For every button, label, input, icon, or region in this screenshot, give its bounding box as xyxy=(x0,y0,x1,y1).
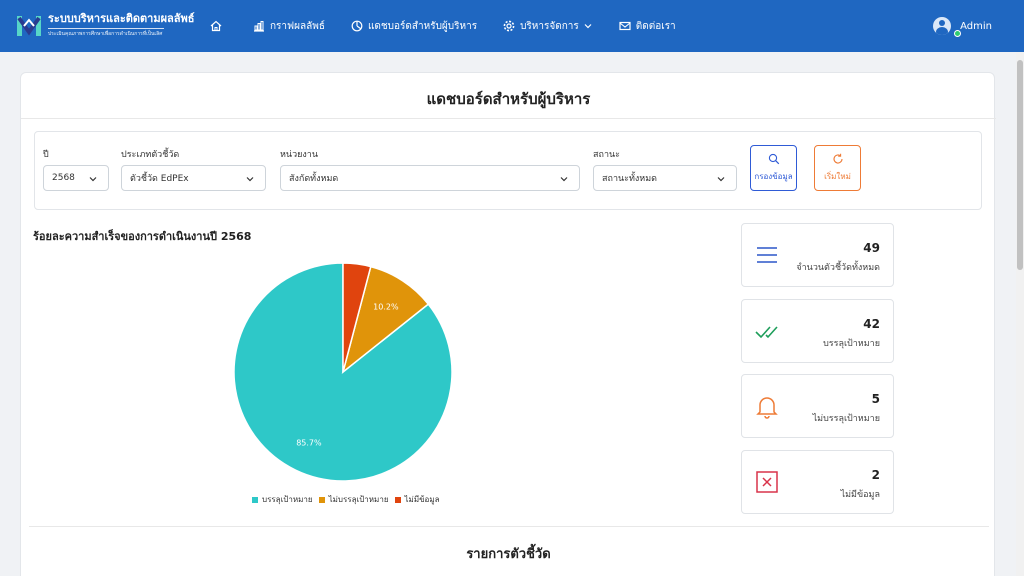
stat-no-data-value: 2 xyxy=(871,468,880,482)
list-icon xyxy=(757,247,777,263)
nav-executive-dashboard-label: แดชบอร์ดสำหรับผู้บริหาร xyxy=(367,20,478,32)
online-status-dot xyxy=(954,30,961,37)
filter-reset-button[interactable]: เริ่มใหม่ xyxy=(814,145,861,191)
chevron-down-icon xyxy=(560,177,568,182)
search-icon xyxy=(768,153,779,165)
dashboard-card: แดชบอร์ดสำหรับผู้บริหาร ปี 2568 ประเภทตั… xyxy=(20,72,996,576)
nav-result-graph[interactable]: กราฟผลลัพธ์ xyxy=(253,19,325,34)
pie-chart-icon xyxy=(351,20,363,32)
brand-title: ระบบบริหารและติดตามผลลัพธ์ xyxy=(48,12,195,25)
stat-card-achieved: 42 บรรลุเป้าหมาย xyxy=(741,299,894,363)
nav-contact-label: ติดต่อเรา xyxy=(635,20,676,32)
avatar xyxy=(933,17,952,35)
stat-card-total: 49 จำนวนตัวชี้วัดทั้งหมด xyxy=(741,223,894,287)
stat-not-achieved-label: ไม่บรรลุเป้าหมาย xyxy=(812,414,880,424)
year-label: ปี xyxy=(43,150,49,160)
stat-card-no-data: 2 ไม่มีข้อมูล xyxy=(741,450,894,514)
stat-achieved-label: บรรลุเป้าหมาย xyxy=(823,339,880,349)
chart-title: ร้อยละความสำเร็จของการดำเนินงานปี 2568 xyxy=(33,230,252,243)
unit-select-value: สังกัดทั้งหมด xyxy=(289,174,339,184)
status-select-value: สถานะทั้งหมด xyxy=(602,174,658,184)
stat-not-achieved-value: 5 xyxy=(871,392,880,406)
brand-logo-icon xyxy=(16,10,42,38)
user-menu[interactable]: Admin xyxy=(933,0,992,52)
year-select-value: 2568 xyxy=(52,173,75,183)
chevron-down-icon xyxy=(246,177,254,182)
stat-card-not-achieved: 5 ไม่บรรลุเป้าหมาย xyxy=(741,374,894,438)
legend-item-achieved[interactable]: บรรลุเป้าหมาย xyxy=(252,493,313,506)
pie-data-label: 85.7% xyxy=(296,439,322,448)
page-scrollbar[interactable] xyxy=(1016,52,1024,576)
chevron-down-icon xyxy=(89,177,97,182)
status-select[interactable]: สถานะทั้งหมด xyxy=(593,165,737,191)
filter-search-button[interactable]: กรองข้อมูล xyxy=(750,145,797,191)
bell-icon xyxy=(756,397,778,419)
nav-management-label: บริหารจัดการ xyxy=(520,20,579,32)
pie-data-label: 10.2% xyxy=(373,302,399,311)
indicator-type-value: ตัวชี้วัด EdPEx xyxy=(130,174,189,184)
nav-contact[interactable]: ติดต่อเรา xyxy=(619,19,676,34)
pie-slice-no-data[interactable] xyxy=(342,262,372,373)
stat-total-label: จำนวนตัวชี้วัดทั้งหมด xyxy=(796,263,880,273)
top-navbar: ระบบบริหารและติดตามผลลัพธ์ ประเมินคุณภาพ… xyxy=(0,0,1024,52)
success-pie-chart: 85.7% 10.2% xyxy=(233,262,453,482)
nav-executive-dashboard[interactable]: แดชบอร์ดสำหรับผู้บริหาร xyxy=(351,19,477,34)
chevron-down-icon xyxy=(717,177,725,182)
nav-home[interactable] xyxy=(210,20,227,32)
filter-reset-label: เริ่มใหม่ xyxy=(824,172,851,181)
indicator-type-label: ประเภทตัวชี้วัด xyxy=(121,150,180,160)
refresh-icon xyxy=(832,153,843,164)
bar-chart-icon xyxy=(254,21,264,32)
mail-icon xyxy=(619,21,631,31)
brand-subtitle: ประเมินคุณภาพการศึกษาเพื่อการดำเนินการที… xyxy=(48,31,163,37)
indicator-list-title: รายการตัวชี้วัด xyxy=(466,547,551,562)
filter-panel: ปี 2568 ประเภทตัวชี้วัด ตัวชี้วัด EdPEx … xyxy=(34,131,982,210)
chevron-down-icon xyxy=(584,24,592,29)
close-box-icon xyxy=(756,471,778,493)
nav-result-graph-label: กราฟผลลัพธ์ xyxy=(270,20,325,32)
status-label: สถานะ xyxy=(593,150,620,160)
filter-search-label: กรองข้อมูล xyxy=(754,172,793,181)
indicator-type-select[interactable]: ตัวชี้วัด EdPEx xyxy=(121,165,266,191)
user-name: Admin xyxy=(960,20,992,32)
nav-management[interactable]: บริหารจัดการ xyxy=(503,19,593,34)
legend-item-not-achieved[interactable]: ไม่บรรลุเป้าหมาย xyxy=(318,493,389,506)
home-icon xyxy=(210,20,222,32)
nav-menu: กราฟผลลัพธ์ แดชบอร์ดสำหรับผู้บริหาร บริห… xyxy=(210,0,702,52)
stat-total-value: 49 xyxy=(863,241,880,255)
brand[interactable]: ระบบบริหารและติดตามผลลัพธ์ ประเมินคุณภาพ… xyxy=(16,10,195,38)
unit-select[interactable]: สังกัดทั้งหมด xyxy=(280,165,580,191)
gear-icon xyxy=(503,20,515,32)
page-title: แดชบอร์ดสำหรับผู้บริหาร xyxy=(426,90,591,108)
double-check-icon xyxy=(755,326,778,339)
scrollbar-thumb[interactable] xyxy=(1017,60,1023,270)
unit-label: หน่วยงาน xyxy=(280,150,319,160)
stat-no-data-label: ไม่มีข้อมูล xyxy=(840,490,880,500)
stat-achieved-value: 42 xyxy=(863,317,880,331)
chart-legend: บรรลุเป้าหมาย ไม่บรรลุเป้าหมาย ไม่มีข้อม… xyxy=(252,493,446,506)
legend-item-no-data[interactable]: ไม่มีข้อมูล xyxy=(394,493,440,506)
year-select[interactable]: 2568 xyxy=(43,165,109,191)
